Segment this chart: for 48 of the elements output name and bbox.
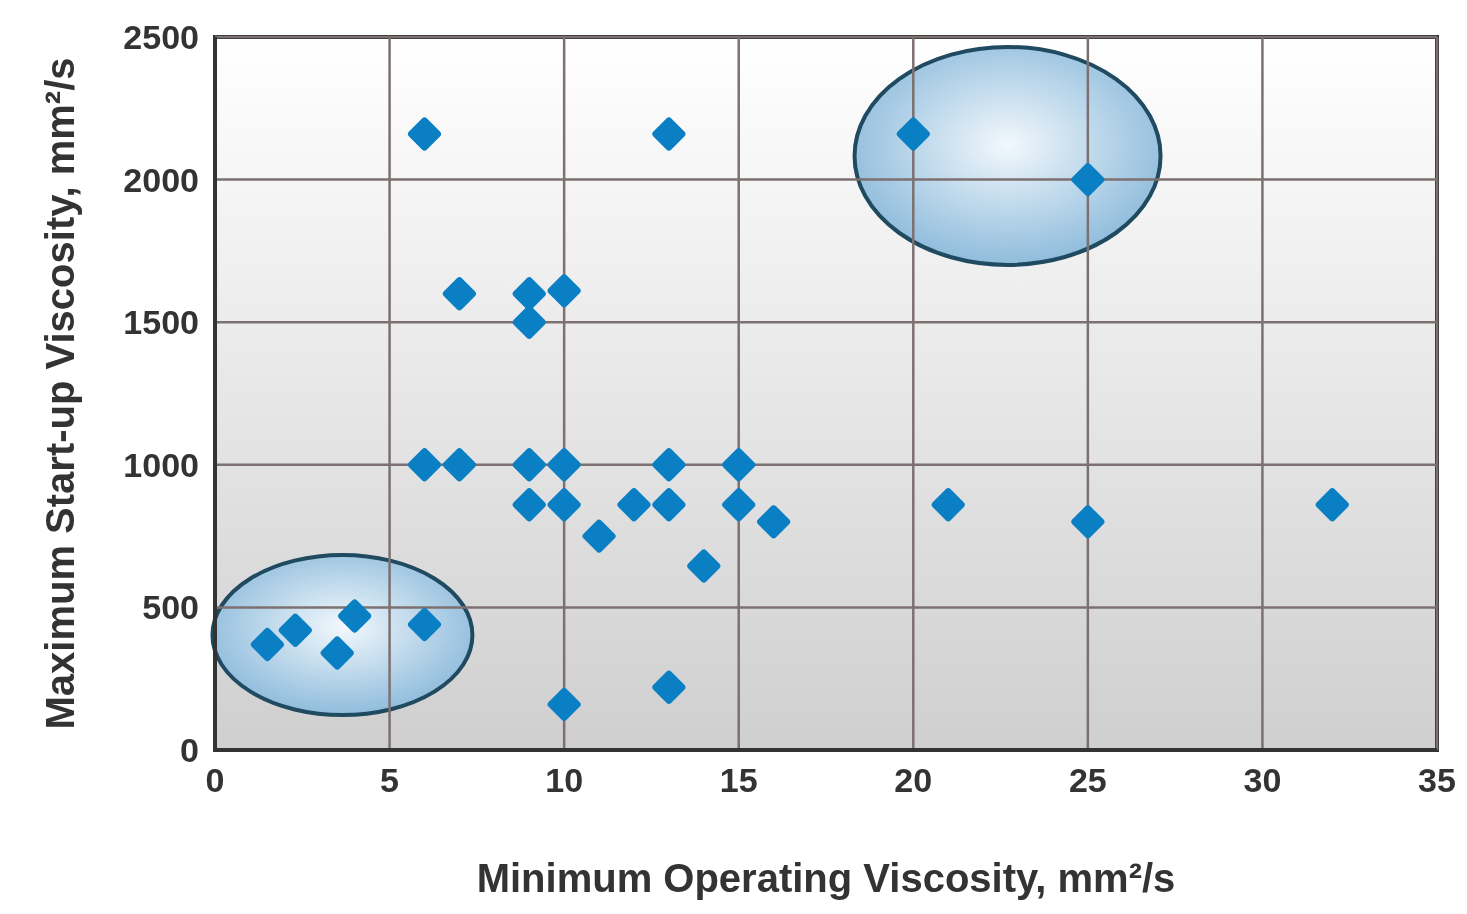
point <box>896 117 930 151</box>
point <box>652 670 686 704</box>
x-tick-label: 20 <box>894 761 933 800</box>
x-tick-label: 35 <box>1418 761 1456 800</box>
point <box>338 599 372 633</box>
point <box>931 488 965 522</box>
point <box>1071 163 1105 197</box>
point <box>320 636 354 670</box>
point <box>250 627 284 661</box>
point <box>442 448 476 482</box>
y-tick-label: 0 <box>180 731 199 770</box>
point <box>442 277 476 311</box>
point <box>757 505 791 539</box>
point <box>547 488 581 522</box>
point <box>1071 505 1105 539</box>
point <box>687 549 721 583</box>
point <box>407 117 441 151</box>
point <box>652 117 686 151</box>
point <box>547 687 581 721</box>
point <box>278 613 312 647</box>
point <box>652 488 686 522</box>
point <box>1315 488 1349 522</box>
x-axis-title: Minimum Operating Viscosity, mm²/s <box>476 856 1176 900</box>
point <box>582 519 616 553</box>
point <box>652 448 686 482</box>
point <box>547 274 581 308</box>
point <box>512 448 546 482</box>
point <box>722 488 756 522</box>
point <box>547 448 581 482</box>
point <box>617 488 651 522</box>
point <box>512 277 546 311</box>
x-tick-label: 15 <box>719 761 758 800</box>
y-tick-label: 500 <box>142 588 199 627</box>
point <box>512 305 546 339</box>
y-tick-label: 1500 <box>123 303 199 342</box>
y-tick-label: 1000 <box>123 445 199 484</box>
point <box>407 448 441 482</box>
point <box>512 488 546 522</box>
y-axis-title: Maximum Start-up Viscosity, mm²/s <box>38 57 83 730</box>
x-tick-label: 5 <box>380 761 400 800</box>
y-tick-label: 2000 <box>123 160 199 199</box>
point <box>722 448 756 482</box>
x-tick-label: 0 <box>205 761 225 800</box>
x-tick-label: 10 <box>545 761 584 800</box>
y-tick-label: 2500 <box>123 18 199 57</box>
x-tick-label: 30 <box>1243 761 1282 800</box>
point <box>407 608 441 642</box>
x-tick-label: 25 <box>1068 761 1107 800</box>
